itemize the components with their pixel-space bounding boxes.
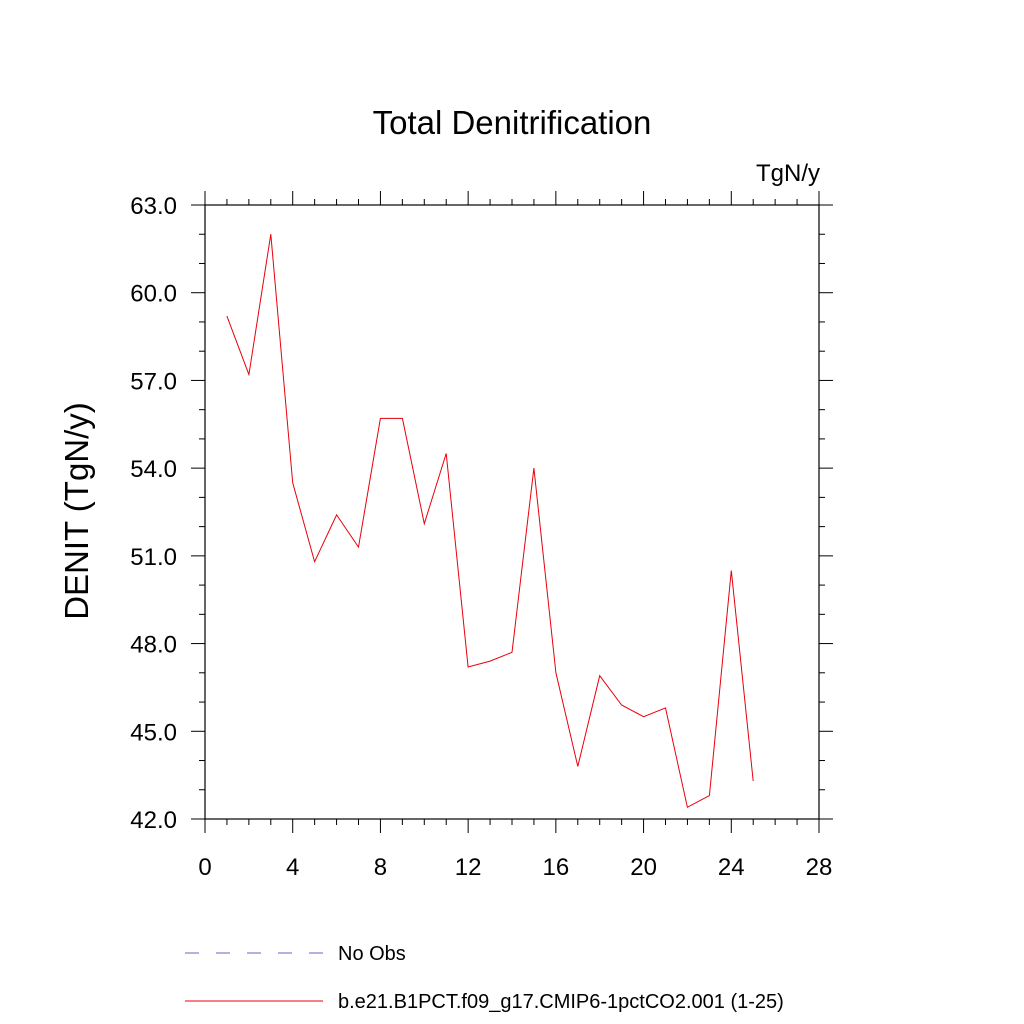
y-tick-label: 63.0 [130,193,177,220]
x-tick-label: 28 [806,854,833,881]
legend-label-model: b.e21.B1PCT.f09_g17.CMIP6-1pctCO2.001 (1… [338,991,784,1013]
x-tick-label: 0 [198,854,211,881]
y-tick-label: 48.0 [130,632,177,659]
y-tick-label: 54.0 [130,456,177,483]
y-tick-labels: 42.0 45.0 48.0 51.0 54.0 57.0 60.0 63.0 [130,193,177,834]
y-tick-label: 42.0 [130,807,177,834]
y-axis-label: DENIT (TgN/y) [58,402,95,620]
y-tick-label: 57.0 [130,368,177,395]
chart-title: Total Denitrification [373,104,652,141]
y-tick-label: 60.0 [130,281,177,308]
units-label: TgN/y [756,160,820,187]
x-tick-label: 8 [374,854,387,881]
plot-frame [204,204,820,820]
series-line [226,234,754,809]
legend-label-no-obs: No Obs [338,943,406,965]
x-tick-label: 16 [543,854,570,881]
y-tick-label: 51.0 [130,544,177,571]
legend: No Obs b.e21.B1PCT.f09_g17.CMIP6-1pctCO2… [185,943,784,1013]
x-tick-label: 24 [718,854,745,881]
x-tick-label: 4 [286,854,299,881]
axis-ticks [191,191,833,833]
series-group [226,234,754,809]
x-tick-label: 12 [455,854,482,881]
x-tick-labels: 0 4 8 12 16 20 24 28 [198,854,832,881]
x-tick-label: 20 [630,854,657,881]
y-tick-label: 45.0 [130,719,177,746]
